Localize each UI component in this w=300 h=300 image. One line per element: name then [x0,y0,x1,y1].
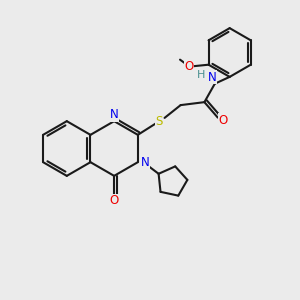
Text: H: H [197,70,206,80]
Text: O: O [110,194,119,207]
Text: O: O [218,114,228,127]
Text: O: O [184,60,194,73]
Text: N: N [208,71,216,84]
Text: N: N [110,108,118,121]
Text: S: S [155,115,163,128]
Text: N: N [141,156,150,169]
